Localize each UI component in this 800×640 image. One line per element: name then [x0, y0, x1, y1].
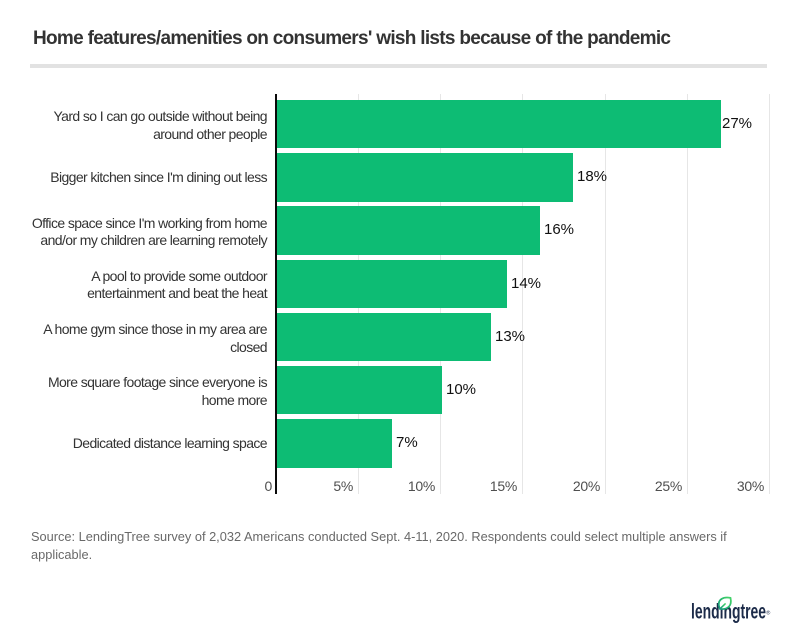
svg-text:®: ®	[766, 610, 770, 617]
svg-text:lendıngtree: lendıngtree	[691, 600, 766, 624]
